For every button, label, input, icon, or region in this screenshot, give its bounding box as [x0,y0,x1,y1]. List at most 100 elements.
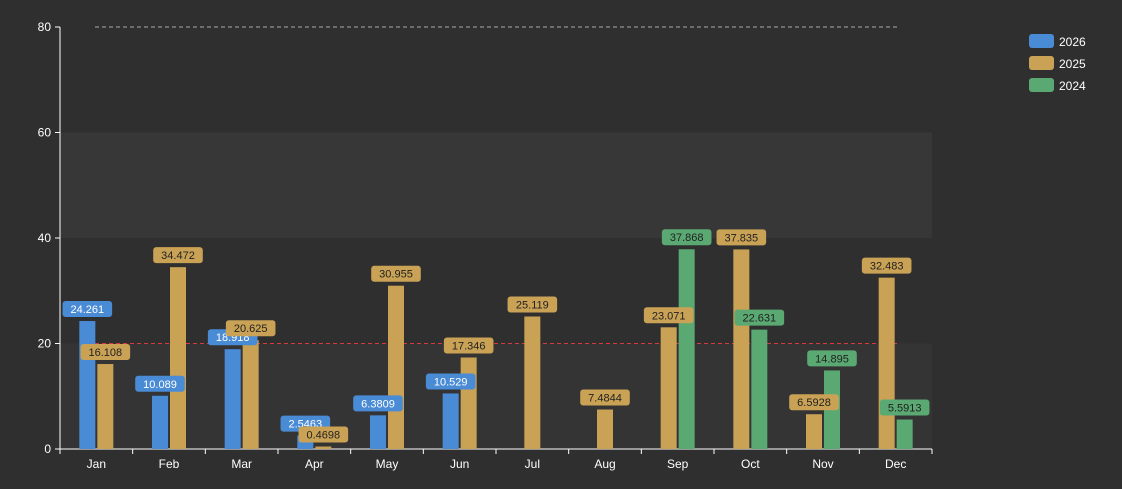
data-label-box [135,375,185,392]
data-label-text: 7.4844 [588,393,622,405]
x-tick-label: Sep [667,457,689,471]
legend-label: 2026 [1059,35,1086,49]
axes: 0 20 40 60 80 Jan Feb Mar Apr May Jun Jul Aug Sep Oct N… [38,20,933,471]
legend-swatch [1029,34,1054,48]
data-label-2026-Feb: 10.089 [135,375,185,392]
x-tick-label: Jun [450,457,469,471]
x-tick-label: Nov [812,457,833,471]
y-tick-label: 0 [44,442,51,456]
x-tick-label: Feb [159,457,180,471]
data-label-2024-Nov: 14.895 [807,350,857,367]
bar-2025-Oct[interactable] [733,249,750,449]
data-label-2025-Mar: 20.625 [225,320,276,337]
data-label-box [734,309,785,326]
shaded-band-0 [60,132,932,238]
bar-2025-Sep[interactable] [660,327,677,449]
data-label-box [425,373,476,390]
legend-item-2025[interactable]: 2025 [1029,56,1086,71]
data-label-text: 17.346 [452,340,486,352]
data-label-box [62,301,113,318]
data-label-text: 37.835 [725,232,759,244]
data-label-text: 14.895 [815,353,849,365]
data-label-2025-Aug: 7.4844 [580,389,630,406]
data-label-text: 10.529 [434,376,468,388]
bar-2026-Feb[interactable] [152,395,168,449]
data-label-box [807,350,857,367]
legend: 2026 2025 2024 [1029,34,1086,93]
data-label-box [861,257,912,274]
data-label-2025-Jun: 17.346 [443,337,494,354]
bar-2024-Sep[interactable] [678,249,695,449]
data-label-text: 20.625 [234,323,268,335]
data-label-box [580,389,630,406]
data-label-text: 6.3809 [361,398,395,410]
data-label-box [789,394,839,411]
legend-item-2024[interactable]: 2024 [1029,78,1086,93]
data-label-2025-Sep: 23.071 [643,307,694,324]
data-label-2026-Jun: 10.529 [425,373,476,390]
data-label-box [371,265,421,282]
data-label-2025-Jan: 16.108 [80,344,131,361]
x-tick-label: Mar [231,457,252,471]
data-label-text: 0.4698 [307,430,341,442]
legend-label: 2025 [1059,57,1086,71]
data-label-text: 24.261 [71,304,105,316]
data-label-box [80,344,131,361]
bar-2025-Jul[interactable] [524,316,541,449]
bar-2024-Oct[interactable] [751,329,768,449]
y-tick-label: 80 [38,20,52,34]
bar-2025-Aug[interactable] [597,409,613,449]
bar-2025-Feb[interactable] [170,267,186,449]
legend-item-2026[interactable]: 2026 [1029,34,1086,49]
bar-2026-Jan[interactable] [79,321,96,449]
y-tick-label: 40 [38,231,52,245]
data-label-text: 32.483 [870,261,904,273]
bar-2026-May[interactable] [370,415,386,449]
data-label-2024-Oct: 22.631 [734,309,785,326]
x-tick-label: Jan [87,457,106,471]
data-labels: 24.26116.10810.08934.47218.91820.6252.54… [62,229,930,443]
bar-2024-Dec[interactable] [896,419,913,449]
bar-2025-May[interactable] [388,285,404,449]
data-label-text: 5.5913 [888,403,922,415]
x-tick-label: Dec [885,457,906,471]
data-label-2025-Jul: 25.119 [507,296,558,313]
bar-2025-Apr[interactable] [315,446,332,449]
data-label-2024-Sep: 37.868 [661,229,712,246]
x-tick-label: Oct [741,457,760,471]
data-label-2025-Feb: 34.472 [153,247,203,264]
data-label-2025-Oct: 37.835 [716,229,767,246]
data-label-2025-Dec: 32.483 [861,257,912,274]
data-label-box [716,229,767,246]
data-label-text: 10.089 [143,379,177,391]
data-label-box [298,426,349,443]
bar-2025-Jun[interactable] [460,357,477,449]
data-label-box [443,337,494,354]
bar-2025-Dec[interactable] [878,277,895,449]
data-label-box [225,320,276,337]
data-label-2026-May: 6.3809 [353,395,403,412]
bar-2025-Nov[interactable] [806,414,822,449]
bar-2025-Mar[interactable] [242,340,259,449]
bar-2026-Jun[interactable] [442,393,459,449]
y-tick-label: 20 [38,337,52,351]
x-tick-label: Jul [525,457,540,471]
x-tick-label: May [376,457,399,471]
x-tick-label: Apr [305,457,324,471]
data-label-text: 37.868 [670,232,704,244]
data-label-text: 16.108 [89,347,123,359]
data-label-2024-Dec: 5.5913 [879,399,930,416]
shaded-band-1 [60,343,932,449]
data-label-2026-Jan: 24.261 [62,301,113,318]
y-tick-label: 60 [38,126,52,140]
bar-2026-Mar[interactable] [224,349,241,449]
data-label-box [507,296,558,313]
x-tick-label: Aug [594,457,615,471]
data-label-text: 30.955 [379,269,413,281]
data-label-2025-Nov: 6.5928 [789,394,839,411]
bar-2025-Jan[interactable] [97,364,114,449]
data-label-2025-May: 30.955 [371,265,421,282]
legend-swatch [1029,78,1054,92]
data-label-text: 23.071 [652,310,686,322]
